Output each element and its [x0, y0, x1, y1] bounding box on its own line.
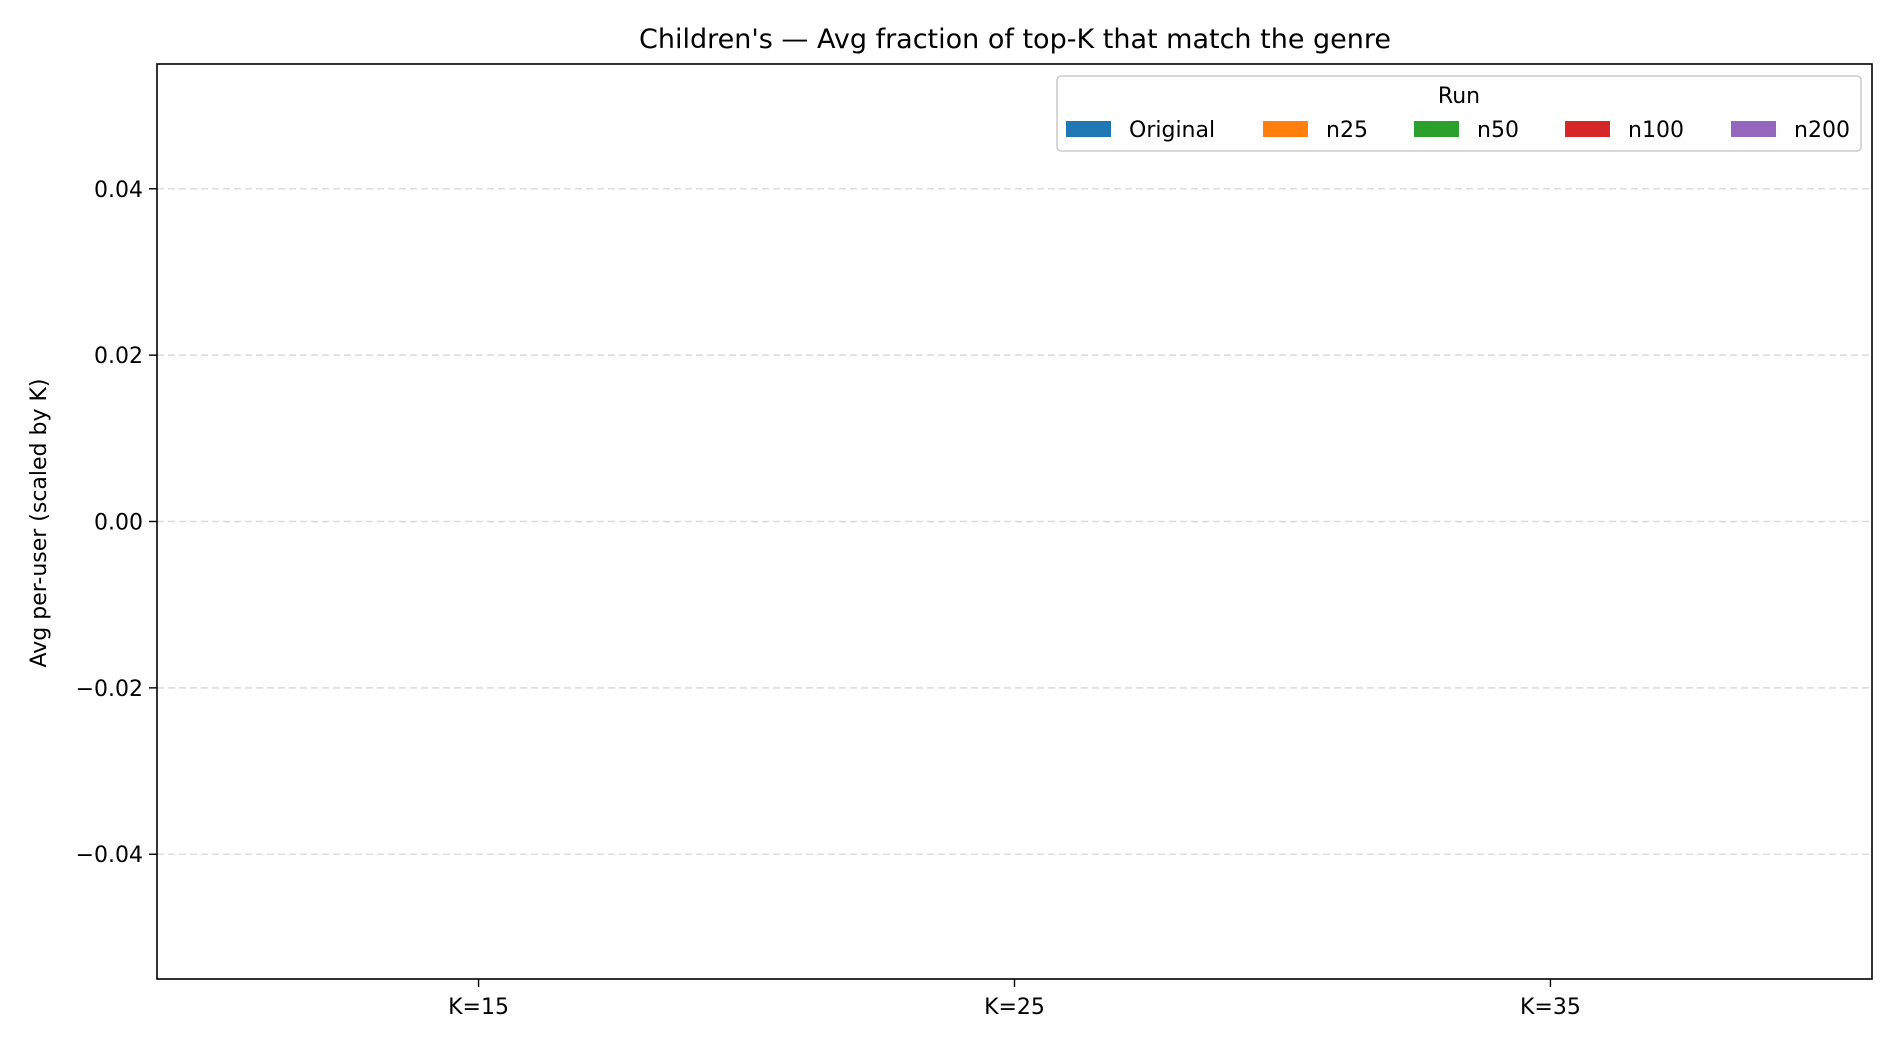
legend-label: n50 [1477, 118, 1519, 143]
y-tick-label: 0.00 [94, 511, 143, 536]
legend-swatch [1565, 121, 1610, 137]
x-axis: K=15 K=25 K=35 [448, 979, 1581, 1020]
legend-label: n200 [1794, 118, 1850, 143]
x-tick-label: K=15 [448, 995, 509, 1020]
y-tick-label: 0.04 [94, 178, 143, 203]
legend-frame [1056, 75, 1862, 152]
x-tick-label: K=25 [984, 995, 1045, 1020]
y-tick-label: 0.02 [94, 344, 143, 369]
chart-title: Children's — Avg fraction of top-K that … [639, 24, 1391, 55]
y-tick-label: −0.04 [76, 843, 143, 868]
legend-label: n25 [1326, 118, 1368, 143]
legend-title: Run [1438, 84, 1480, 109]
legend-swatch [1414, 121, 1459, 137]
legend-swatch [1263, 121, 1308, 137]
x-tick-label: K=35 [1520, 995, 1581, 1020]
legend-entries: Original n25 n50 n100 n200 [1066, 118, 1850, 143]
y-axis: 0.04 0.02 0.00 −0.02 −0.04 [76, 178, 157, 868]
legend-label: n100 [1628, 118, 1684, 143]
y-axis-label: Avg per-user (scaled by K) [27, 378, 52, 667]
legend-swatch [1731, 121, 1776, 137]
legend-swatch [1066, 121, 1111, 137]
legend: Run Original n25 n50 n100 n200 [1056, 75, 1862, 152]
legend-label: Original [1129, 118, 1215, 143]
y-tick-label: −0.02 [76, 677, 143, 702]
